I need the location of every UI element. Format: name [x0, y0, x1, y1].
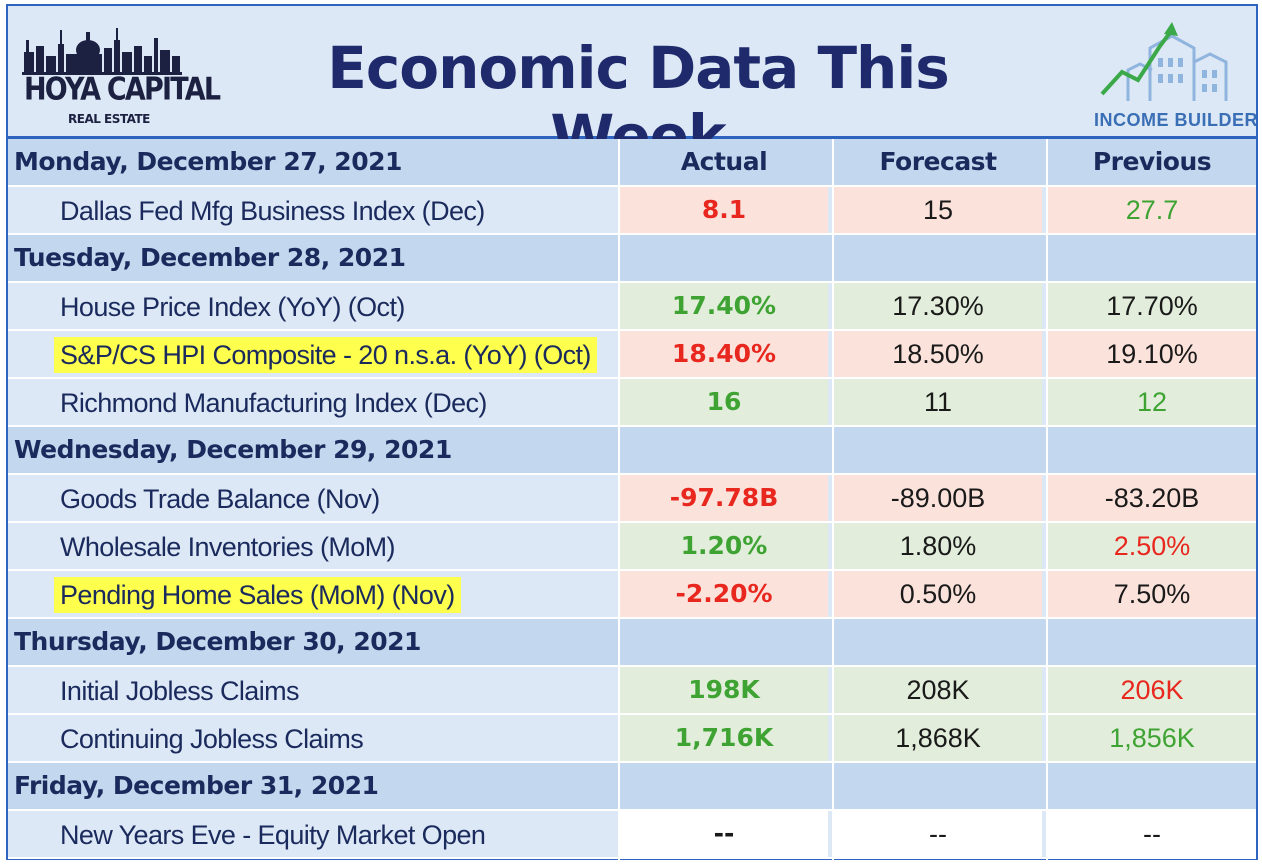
- column-divider: [1046, 139, 1048, 860]
- indicator-label: Initial Jobless Claims: [60, 676, 299, 706]
- indicator-row: S&P/CS HPI Composite - 20 n.s.a. (YoY) (…: [8, 331, 1256, 379]
- day-date: Thursday, December 30, 2021: [14, 627, 421, 656]
- actual-value: 8.1: [620, 187, 828, 233]
- forecast-value: 1,868K: [834, 715, 1042, 761]
- indicator-label: House Price Index (YoY) (Oct): [60, 292, 405, 322]
- actual-value: 16: [620, 379, 828, 425]
- previous-value: 1,856K: [1048, 715, 1256, 761]
- actual-value: --: [620, 811, 828, 857]
- previous-value: 206K: [1048, 667, 1256, 713]
- indicator-row: Richmond Manufacturing Index (Dec) 16 11 12: [8, 379, 1256, 427]
- actual-value: -97.78B: [620, 475, 828, 521]
- forecast-value: 1.80%: [834, 523, 1042, 569]
- forecast-value: 208K: [834, 667, 1042, 713]
- actual-value: 198K: [620, 667, 828, 713]
- real-estate-subtitle: REAL ESTATE: [68, 112, 150, 126]
- day-date: Tuesday, December 28, 2021: [14, 243, 406, 272]
- forecast-value: 18.50%: [834, 331, 1042, 377]
- header: HOYA CAPITAL REAL ESTATE Economic Data T…: [8, 6, 1258, 170]
- previous-value: 2.50%: [1048, 523, 1256, 569]
- indicator-label: New Years Eve - Equity Market Open: [60, 820, 486, 850]
- previous-value: 17.70%: [1048, 283, 1256, 329]
- column-header-forecast: Forecast: [879, 147, 997, 176]
- actual-value: 1,716K: [620, 715, 828, 761]
- previous-value: 12: [1048, 379, 1256, 425]
- previous-value: 27.7: [1048, 187, 1256, 233]
- hoya-capital-brand: HOYA CAPITAL: [24, 72, 221, 108]
- day-header-row: Monday, December 27, 2021 Actual Forecast P…: [8, 139, 1256, 187]
- actual-value: 18.40%: [620, 331, 828, 377]
- indicator-row: Continuing Jobless Claims 1,716K 1,868K 1,8…: [8, 715, 1256, 763]
- indicator-label: Richmond Manufacturing Index (Dec): [60, 388, 487, 418]
- indicator-row: Pending Home Sales (MoM) (Nov) -2.20% 0.50…: [8, 571, 1256, 619]
- day-header-row: Tuesday, December 28, 2021: [8, 235, 1256, 283]
- previous-value: -83.20B: [1048, 475, 1256, 521]
- forecast-value: -89.00B: [834, 475, 1042, 521]
- forecast-value: 0.50%: [834, 571, 1042, 617]
- indicator-label: Dallas Fed Mfg Business Index (Dec): [60, 196, 485, 226]
- economic-calendar-table: Monday, December 27, 2021 Actual Forecast P…: [8, 139, 1256, 859]
- column-divider: [832, 139, 834, 860]
- indicator-label: S&P/CS HPI Composite - 20 n.s.a. (YoY) (…: [54, 337, 597, 373]
- forecast-value: 15: [834, 187, 1042, 233]
- actual-value: 1.20%: [620, 523, 828, 569]
- economic-data-panel: HOYA CAPITAL REAL ESTATE Economic Data T…: [6, 4, 1258, 860]
- previous-value: --: [1048, 811, 1256, 857]
- day-date: Monday, December 27, 2021: [14, 147, 402, 176]
- column-header-actual: Actual: [680, 147, 768, 176]
- forecast-value: 11: [834, 379, 1042, 425]
- indicator-label: Goods Trade Balance (Nov): [60, 484, 380, 514]
- day-header-row: Thursday, December 30, 2021: [8, 619, 1256, 667]
- day-header-row: Friday, December 31, 2021: [8, 763, 1256, 811]
- income-builder-logo: INCOME BUILDER: [1088, 16, 1258, 131]
- indicator-label: Continuing Jobless Claims: [60, 724, 364, 754]
- day-header-row: Wednesday, December 29, 2021: [8, 427, 1256, 475]
- forecast-value: --: [834, 811, 1042, 857]
- indicator-row: Dallas Fed Mfg Business Index (Dec) 8.1 15…: [8, 187, 1256, 235]
- income-builder-buildings-icon: [1100, 22, 1228, 101]
- indicator-label: Wholesale Inventories (MoM): [60, 532, 396, 562]
- indicator-row: House Price Index (YoY) (Oct) 17.40% 17.30…: [8, 283, 1256, 331]
- previous-value: 19.10%: [1048, 331, 1256, 377]
- previous-value: 7.50%: [1048, 571, 1256, 617]
- indicator-row: Wholesale Inventories (MoM) 1.20% 1.80% 2.5…: [8, 523, 1256, 571]
- forecast-value: 17.30%: [834, 283, 1042, 329]
- actual-value: -2.20%: [620, 571, 828, 617]
- actual-value: 17.40%: [620, 283, 828, 329]
- income-builder-label: INCOME BUILDER: [1094, 110, 1258, 130]
- indicator-label: Pending Home Sales (MoM) (Nov): [54, 577, 461, 613]
- day-date: Friday, December 31, 2021: [14, 771, 379, 800]
- column-divider: [618, 139, 620, 860]
- indicator-row: Initial Jobless Claims 198K 208K 206K: [8, 667, 1256, 715]
- hoya-capital-logo: HOYA CAPITAL REAL ESTATE: [22, 16, 221, 131]
- indicator-row: New Years Eve - Equity Market Open -- -- --: [8, 811, 1256, 859]
- day-date: Wednesday, December 29, 2021: [14, 435, 452, 464]
- indicator-row: Goods Trade Balance (Nov) -97.78B -89.00B -…: [8, 475, 1256, 523]
- city-skyline-icon: [22, 28, 182, 75]
- column-header-previous: Previous: [1092, 147, 1212, 176]
